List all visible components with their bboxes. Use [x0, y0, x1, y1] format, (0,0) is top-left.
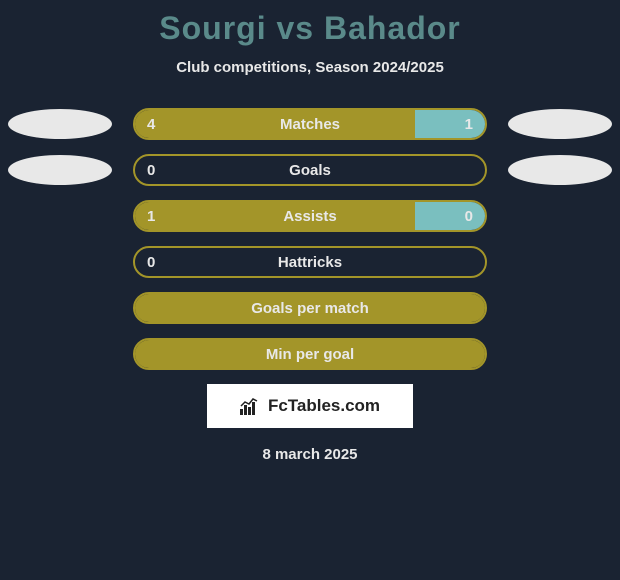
- stat-label: Assists: [135, 208, 485, 225]
- stat-row: 41Matches: [0, 108, 620, 140]
- stat-bar: Min per goal: [133, 338, 487, 370]
- stat-label: Goals per match: [135, 300, 485, 317]
- comparison-card: Sourgi vs Bahador Club competitions, Sea…: [0, 0, 620, 463]
- stat-row: 0Goals: [0, 154, 620, 186]
- subtitle: Club competitions, Season 2024/2025: [0, 59, 620, 76]
- stat-row: Min per goal: [0, 338, 620, 370]
- stat-row: Goals per match: [0, 292, 620, 324]
- page-title: Sourgi vs Bahador: [0, 10, 620, 47]
- logo-text: FcTables.com: [268, 396, 380, 416]
- stat-label: Goals: [135, 162, 485, 179]
- stat-label: Matches: [135, 116, 485, 133]
- stat-label: Min per goal: [135, 346, 485, 363]
- player-marker-right: [508, 109, 612, 139]
- stat-bar: 41Matches: [133, 108, 487, 140]
- player-marker-left: [8, 155, 112, 185]
- stat-bar: 0Goals: [133, 154, 487, 186]
- stat-bar: 0Hattricks: [133, 246, 487, 278]
- date-label: 8 march 2025: [0, 446, 620, 463]
- stat-label: Hattricks: [135, 254, 485, 271]
- stat-bar: Goals per match: [133, 292, 487, 324]
- player-marker-right: [508, 155, 612, 185]
- stat-bar: 10Assists: [133, 200, 487, 232]
- stat-row: 0Hattricks: [0, 246, 620, 278]
- player-marker-left: [8, 109, 112, 139]
- chart-icon: [240, 397, 262, 415]
- site-logo: FcTables.com: [207, 384, 413, 428]
- comparison-bars: 41Matches 0Goals 10Assists 0Hattricks Goals …: [0, 108, 620, 370]
- stat-row: 10Assists: [0, 200, 620, 232]
